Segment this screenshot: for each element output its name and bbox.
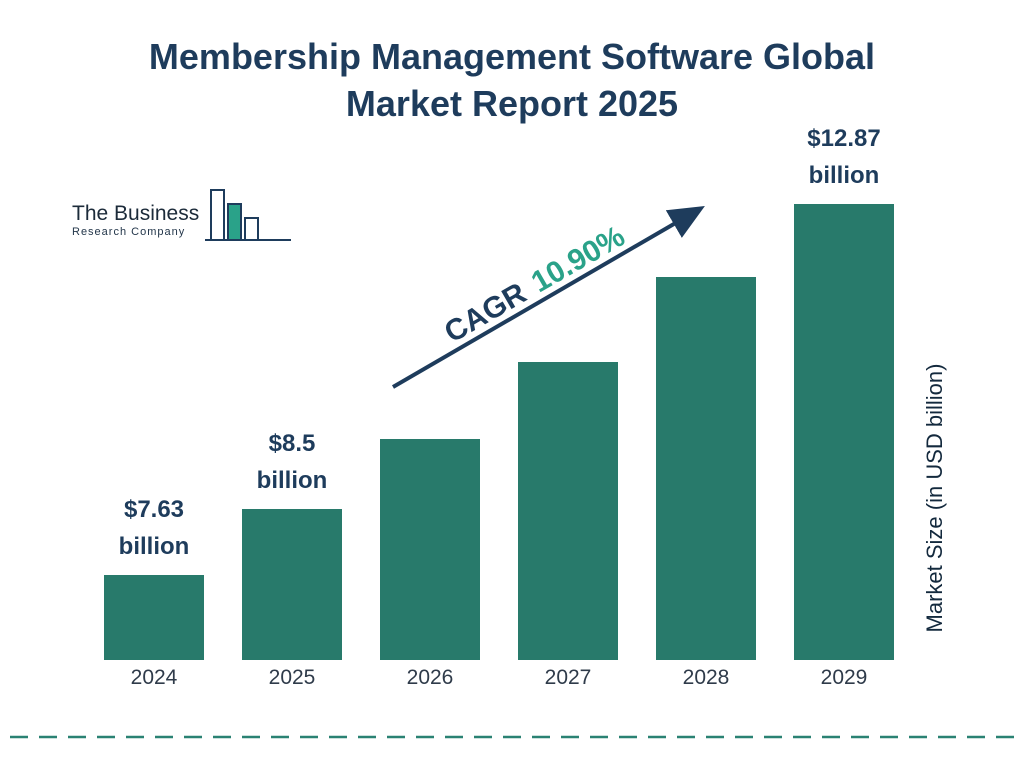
x-axis-label-2025: 2025 — [268, 666, 316, 689]
x-axis-label-2027: 2027 — [544, 666, 592, 689]
bar-slot-2025: $8.5 billion — [223, 120, 361, 660]
bar-2028 — [656, 276, 756, 660]
page-title: Membership Management Software Global Ma… — [0, 34, 1024, 128]
company-logo-text: The Business Research Company — [72, 202, 199, 248]
page-title-line1: Membership Management Software Global — [148, 36, 876, 77]
logo-bars-icon — [205, 189, 292, 241]
bar-value-label-2025: $8.5 billion — [256, 430, 328, 495]
y-axis-label: Market Size (in USD billion) — [922, 363, 947, 633]
bar-slot-2029: $12.87 billion — [775, 120, 913, 660]
bar-2025 — [242, 509, 342, 660]
bar-2027 — [518, 362, 618, 660]
bar-slot-2027 — [499, 120, 637, 660]
bar-2026 — [380, 439, 480, 660]
x-axis-label-2024: 2024 — [130, 666, 178, 689]
bar-2029 — [794, 204, 894, 660]
x-axis-label-2029: 2029 — [820, 666, 868, 689]
bar-slot-2024: $7.63 billion — [85, 120, 223, 660]
bar-2024 — [104, 575, 204, 660]
bar-slot-2026 — [361, 120, 499, 660]
bar-chart: $7.63 billion $8.5 billion $12.87 billion — [85, 120, 915, 660]
x-axis-labels: 2024 2025 2026 2027 2028 2029 — [85, 666, 915, 690]
logo-subname: Research Company — [72, 226, 186, 238]
page-title-line2: Market Report 2025 — [345, 82, 679, 124]
logo-name: The Business — [72, 202, 200, 225]
bar-slot-2028 — [637, 120, 775, 660]
x-axis-label-2026: 2026 — [406, 666, 454, 689]
company-logo: The Business Research Company — [72, 182, 293, 248]
bar-value-label-2024: $7.63 billion — [118, 495, 190, 560]
x-axis-label-2028: 2028 — [682, 666, 730, 689]
bar-value-label-2029: $12.87 billion — [807, 125, 881, 190]
